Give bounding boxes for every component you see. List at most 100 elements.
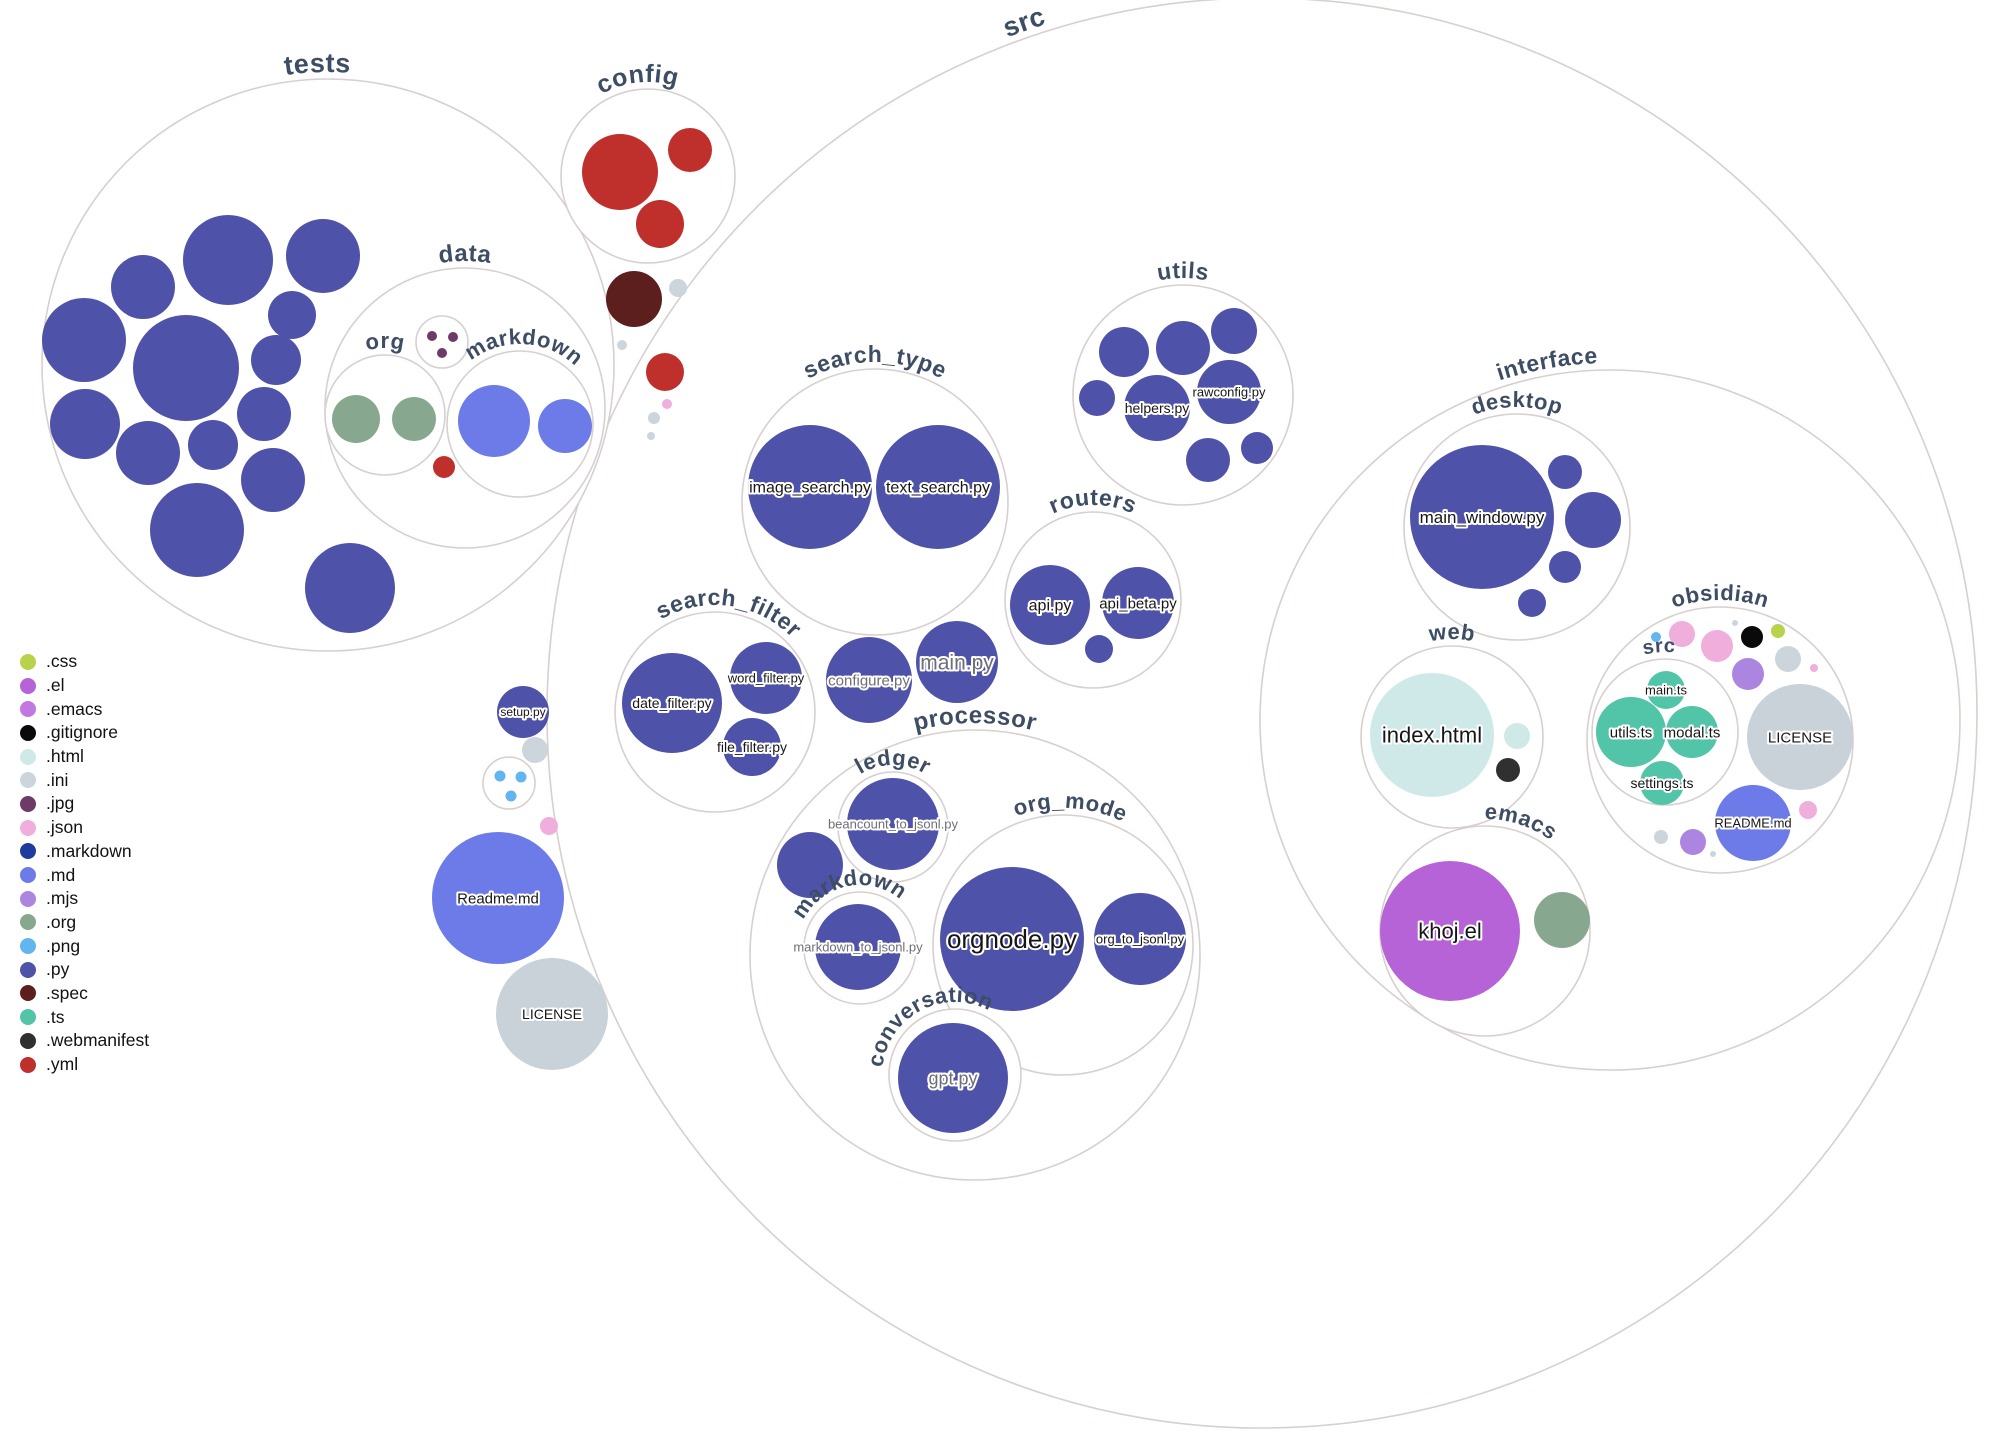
file-py-4[interactable] (133, 315, 239, 421)
file-mjs-86[interactable] (1732, 658, 1764, 690)
file-modal.ts[interactable] (1666, 706, 1718, 758)
file-json-89[interactable] (1799, 801, 1817, 819)
file-word_filter.py[interactable] (730, 642, 802, 714)
file-json-80[interactable] (1701, 630, 1733, 662)
file-py-12[interactable] (150, 483, 244, 577)
file-py-0[interactable] (183, 215, 273, 305)
folder-data-jpg[interactable] (415, 315, 469, 369)
file-py-48[interactable] (1099, 327, 1149, 377)
file-html-70[interactable] (1504, 723, 1530, 749)
file-ini-26[interactable] (669, 279, 687, 297)
file-py-50[interactable] (1211, 308, 1257, 354)
file-py-5[interactable] (268, 291, 316, 339)
file-py-55[interactable] (1241, 432, 1273, 464)
file-Readme.md[interactable] (432, 832, 564, 964)
file-py-51[interactable] (1079, 380, 1115, 416)
file-main.ts[interactable] (1647, 671, 1685, 709)
file-gpt.py[interactable] (898, 1023, 1008, 1133)
file-label-image_search.py: image_search.py (749, 480, 871, 497)
file-yml-24[interactable] (636, 200, 684, 248)
file-ini-81[interactable] (1732, 620, 1738, 626)
file-org_to_jsonl.py[interactable] (1094, 893, 1186, 985)
file-ini-27[interactable] (617, 340, 627, 350)
file-ini-92[interactable] (1710, 851, 1716, 857)
file-yml-28[interactable] (646, 353, 684, 391)
file-yml-21[interactable] (433, 456, 455, 478)
file-py-8[interactable] (50, 389, 120, 459)
file-setup.py[interactable] (497, 686, 549, 738)
file-json-29[interactable] (662, 399, 672, 409)
file-settings.ts[interactable] (1640, 761, 1684, 805)
file-org-14[interactable] (332, 395, 380, 443)
file-ini-33[interactable] (522, 737, 548, 763)
file-py-3[interactable] (42, 298, 126, 382)
file-orgnode.py[interactable] (940, 867, 1084, 1011)
file-ini-30[interactable] (648, 412, 660, 424)
file-py-47[interactable] (1085, 635, 1113, 663)
file-yml-23[interactable] (668, 128, 712, 172)
file-py-7[interactable] (237, 387, 291, 441)
file-png-78[interactable] (1651, 632, 1661, 642)
file-beancount_to_jsonl.py[interactable] (847, 778, 939, 870)
file-jpg-19[interactable] (448, 332, 458, 342)
file-py-54[interactable] (1186, 438, 1230, 482)
file-mjs-91[interactable] (1680, 829, 1706, 855)
file-image_search.py[interactable] (748, 425, 872, 549)
file-png-36[interactable] (505, 790, 517, 802)
file-py-11[interactable] (241, 448, 305, 512)
file-date_filter.py[interactable] (622, 653, 722, 753)
file-main_window.py[interactable] (1410, 445, 1554, 589)
file-jpg-18[interactable] (427, 331, 437, 341)
file-py-65[interactable] (1548, 455, 1582, 489)
file-png-35[interactable] (515, 771, 527, 783)
file-py-13[interactable] (305, 543, 395, 633)
file-py-6[interactable] (251, 335, 301, 385)
file-README.md[interactable] (1715, 785, 1791, 861)
file-py-10[interactable] (188, 420, 238, 470)
file-py-66[interactable] (1565, 492, 1621, 548)
file-index.html[interactable] (1370, 673, 1494, 797)
file-utils.ts[interactable] (1596, 697, 1666, 767)
file-py-68[interactable] (1518, 589, 1546, 617)
file-py-67[interactable] (1549, 551, 1581, 583)
file-png-34[interactable] (494, 770, 506, 782)
file-py-58[interactable] (777, 832, 843, 898)
file-md-17[interactable] (538, 399, 592, 453)
file-org-73[interactable] (1534, 892, 1590, 948)
file-ini-31[interactable] (647, 432, 655, 440)
file-markdown_to_jsonl.py[interactable] (815, 904, 901, 990)
file-LICENSE[interactable] (1747, 684, 1853, 790)
file-file_filter.py[interactable] (723, 718, 781, 776)
file-py-2[interactable] (286, 219, 360, 293)
file-helpers.py[interactable] (1124, 375, 1190, 441)
file-json-37[interactable] (540, 817, 558, 835)
file-configure.py[interactable] (826, 637, 912, 723)
file-khoj.el[interactable] (1380, 861, 1520, 1001)
file-api.py[interactable] (1010, 565, 1090, 645)
file-main.py[interactable] (916, 621, 998, 703)
file-gitignore-82[interactable] (1741, 626, 1763, 648)
file-org-15[interactable] (392, 397, 436, 441)
file-md-16[interactable] (458, 385, 530, 457)
file-json-85[interactable] (1810, 664, 1818, 672)
file-webmanifest-71[interactable] (1496, 758, 1520, 782)
file-spec-25[interactable] (606, 271, 662, 327)
file-ini-90[interactable] (1654, 830, 1668, 844)
folder-root-png-dir[interactable] (482, 756, 536, 810)
file-jpg-20[interactable] (437, 348, 447, 358)
folder-org[interactable] (324, 354, 446, 476)
legend-label-ts: .ts (46, 1006, 65, 1027)
file-py-1[interactable] (111, 255, 175, 319)
file-rawconfig.py[interactable] (1197, 360, 1261, 424)
file-css-83[interactable] (1771, 624, 1785, 638)
file-label-configure.py: configure.py (828, 672, 910, 689)
file-ini-84[interactable] (1775, 646, 1801, 672)
legend-item-json: .json (20, 816, 149, 840)
file-LICENSE[interactable] (496, 958, 608, 1070)
file-yml-22[interactable] (582, 134, 658, 210)
file-api_beta.py[interactable] (1102, 567, 1174, 639)
file-py-9[interactable] (116, 421, 180, 485)
file-text_search.py[interactable] (876, 425, 1000, 549)
file-json-79[interactable] (1669, 621, 1695, 647)
file-py-49[interactable] (1156, 321, 1210, 375)
